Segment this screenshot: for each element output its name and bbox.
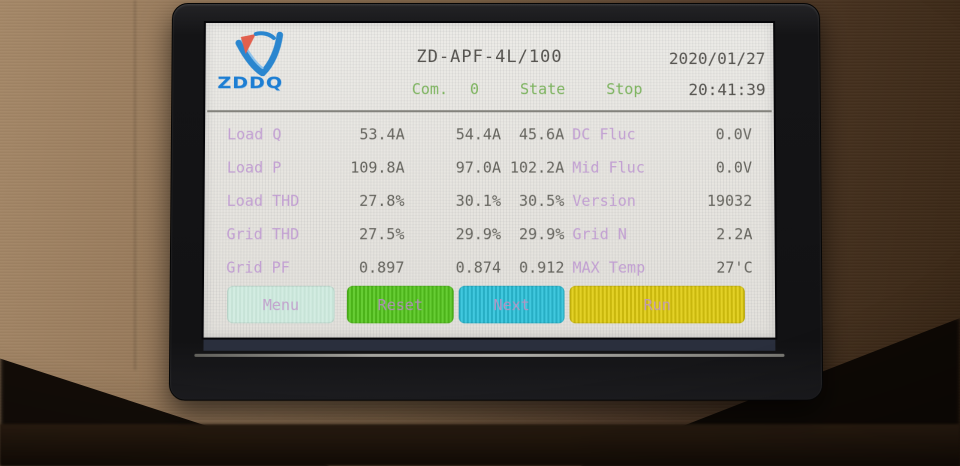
phase-a-value: 27.8% bbox=[359, 191, 405, 210]
row-value: 0.0V bbox=[715, 158, 753, 177]
button-bar: Menu Reset Next Run bbox=[226, 285, 745, 324]
row-value: 0.0V bbox=[715, 125, 752, 144]
status-bar: Com. 0 State Stop 20:41:39 bbox=[205, 80, 773, 102]
header-divider bbox=[207, 110, 772, 113]
table-row: Load Q 53.4A 54.4A 45.6A DC Fluc 0.0V bbox=[205, 118, 774, 151]
phase-a-value: 27.5% bbox=[359, 225, 405, 244]
run-button[interactable]: Run bbox=[569, 285, 745, 324]
table-row: Load THD 27.8% 30.1% 30.5% Version 19032 bbox=[204, 185, 774, 218]
phase-c-value: 45.6A bbox=[518, 125, 565, 144]
phase-b-value: 29.9% bbox=[455, 225, 502, 244]
table-row: Load P 109.8A 97.0A 102.2A Mid Fluc 0.0V bbox=[205, 151, 775, 184]
row-label: Version bbox=[572, 191, 636, 210]
row-label: Grid N bbox=[572, 225, 627, 244]
row-value: 19032 bbox=[706, 191, 753, 210]
com-address-value: 0 bbox=[469, 80, 479, 99]
row-value: 2.2A bbox=[716, 225, 753, 244]
row-label: MAX Temp bbox=[572, 258, 646, 277]
zddq-logo: ZDDQ bbox=[217, 28, 308, 96]
reset-button[interactable]: Reset bbox=[346, 285, 454, 324]
table-row: Grid PF 0.897 0.874 0.912 MAX Temp 27'C bbox=[204, 251, 775, 284]
measurements-table: Load Q 53.4A 54.4A 45.6A DC Fluc 0.0V Lo… bbox=[204, 118, 775, 285]
zddq-logo-icon bbox=[235, 31, 283, 77]
menu-button[interactable]: Menu bbox=[226, 285, 335, 324]
phase-b-value: 97.0A bbox=[455, 158, 502, 177]
date-display: 2020/01/27 bbox=[668, 49, 766, 69]
phase-b-value: 54.4A bbox=[455, 125, 502, 144]
row-label: Load THD bbox=[226, 191, 300, 210]
row-label: Load P bbox=[226, 158, 282, 177]
phase-c-value: 30.5% bbox=[518, 191, 565, 210]
phase-c-value: 102.2A bbox=[509, 158, 565, 177]
state-value-badge: Stop bbox=[606, 80, 643, 99]
row-label: DC Fluc bbox=[572, 125, 636, 144]
phase-b-value: 0.874 bbox=[455, 258, 502, 277]
state-label: State bbox=[520, 80, 566, 99]
clock-display: 20:41:39 bbox=[688, 80, 766, 100]
table-row: Grid THD 27.5% 29.9% 29.9% Grid N 2.2A bbox=[204, 218, 775, 251]
row-label: Load Q bbox=[227, 125, 282, 144]
next-button[interactable]: Next bbox=[458, 285, 565, 324]
row-label: Grid PF bbox=[226, 258, 290, 277]
cabinet-shadow-bottom bbox=[0, 424, 960, 466]
phase-b-value: 30.1% bbox=[455, 191, 502, 210]
row-value: 27'C bbox=[716, 258, 753, 277]
phase-a-value: 0.897 bbox=[358, 258, 405, 277]
com-label: Com. bbox=[411, 80, 449, 99]
hmi-screen: ZDDQ ZD-APF-4L/100 2020/01/27 Com. 0 Sta… bbox=[203, 22, 776, 338]
row-label: Mid Fluc bbox=[572, 158, 645, 177]
phase-c-value: 29.9% bbox=[518, 225, 565, 244]
phase-c-value: 0.912 bbox=[518, 258, 565, 277]
phase-a-value: 109.8A bbox=[350, 158, 405, 177]
bezel-inner-lip bbox=[194, 353, 785, 357]
hmi-bezel: ZDDQ ZD-APF-4L/100 2020/01/27 Com. 0 Sta… bbox=[168, 3, 824, 401]
panel-seam bbox=[134, 0, 136, 370]
lcd-inactive-strip bbox=[203, 339, 776, 351]
row-label: Grid THD bbox=[226, 225, 300, 244]
phase-a-value: 53.4A bbox=[359, 125, 405, 144]
